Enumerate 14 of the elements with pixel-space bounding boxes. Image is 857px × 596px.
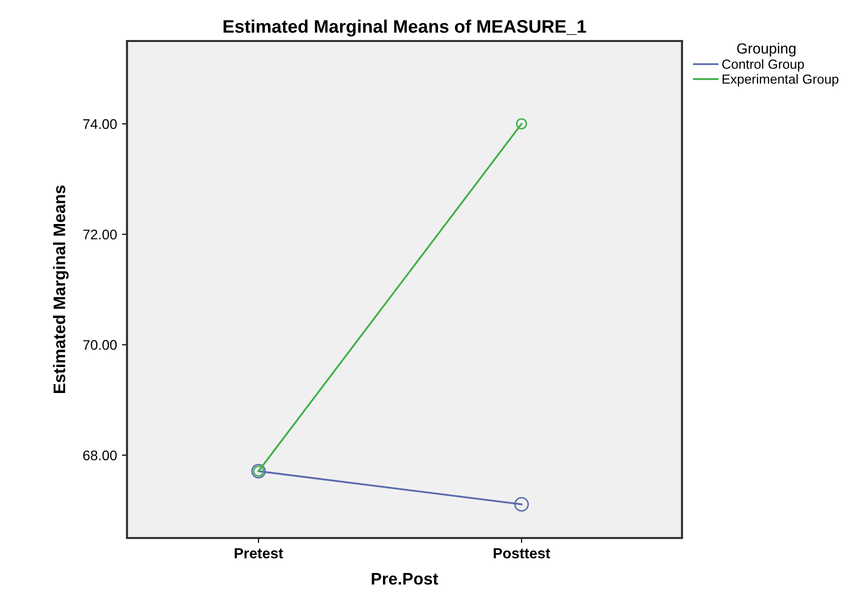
point xyxy=(516,118,528,130)
y-tick-label: 70.00 xyxy=(83,340,117,350)
y-tick-label: 72.00 xyxy=(83,230,117,240)
x-tick-label: Pretest xyxy=(234,548,284,558)
x-tick-label: Posttest xyxy=(494,548,550,558)
y-tick-label: 74.00 xyxy=(83,119,117,130)
legend-label: Experimental Group xyxy=(722,74,838,86)
chart-title: Estimated Marginal Means of MEASURE_1 xyxy=(224,20,586,36)
y-axis-title: Estimated Marginal Means xyxy=(53,186,69,394)
x-axis-title: Pre.Post xyxy=(372,573,438,585)
legend-title: Grouping xyxy=(737,42,796,57)
y-tick-label: 68.00 xyxy=(83,450,117,460)
legend-label: Control Group xyxy=(722,59,804,72)
point xyxy=(514,497,529,512)
